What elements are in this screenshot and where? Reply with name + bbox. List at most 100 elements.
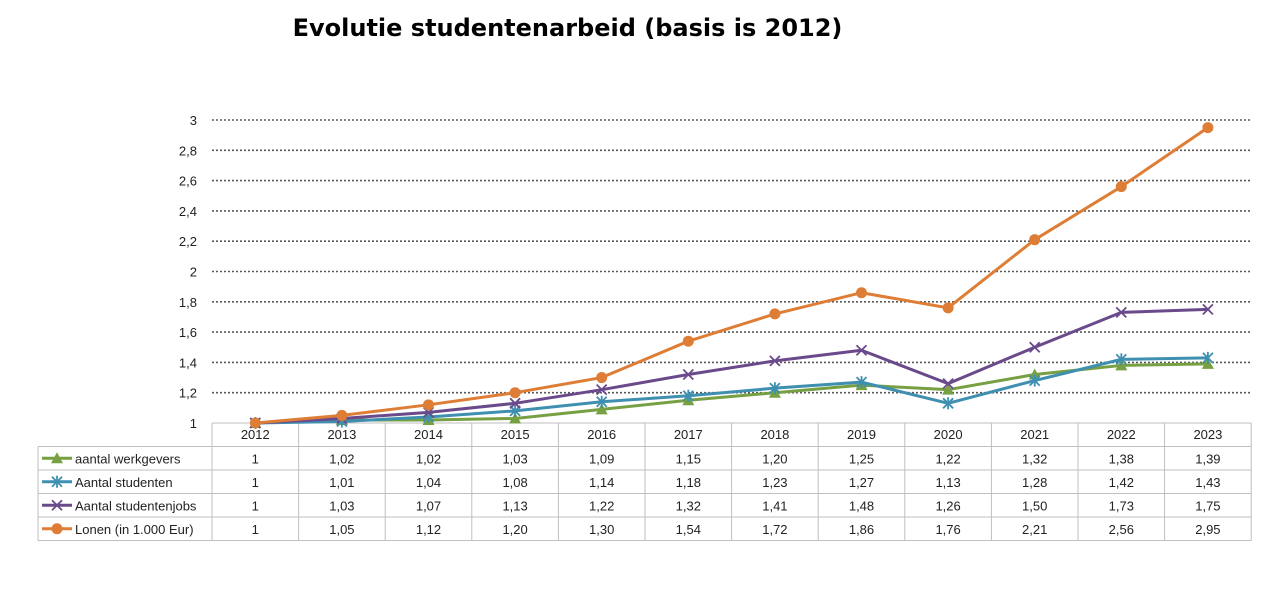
- series-line: [255, 126, 1209, 425]
- data-label: 1,41: [762, 498, 787, 513]
- data-point-marker: [1029, 374, 1041, 387]
- data-label: 1,20: [502, 522, 527, 537]
- data-point-marker: [856, 287, 867, 299]
- data-label: 1,25: [849, 451, 874, 466]
- data-label: 1,48: [849, 498, 874, 513]
- data-label: 1: [252, 522, 259, 537]
- data-label: 1,05: [329, 522, 354, 537]
- data-point-marker: [1115, 181, 1127, 193]
- legend-label: Lonen (in 1.000 Eur): [75, 522, 194, 537]
- data-point-marker: [509, 412, 522, 424]
- data-point-marker: [1202, 122, 1214, 134]
- data-point-marker: [595, 403, 608, 415]
- series-line: [255, 307, 1208, 425]
- data-label: 1: [252, 475, 259, 490]
- data-label: 1,28: [1022, 475, 1047, 490]
- data-point-marker: [1202, 303, 1214, 316]
- data-label: 1,02: [416, 451, 441, 466]
- data-label: 1,09: [589, 451, 614, 466]
- data-point-marker: [1029, 341, 1041, 353]
- data-point-marker: [51, 523, 63, 535]
- x-tick-label: 2019: [847, 427, 876, 442]
- data-point-marker: [769, 382, 781, 395]
- data-label: 1: [252, 451, 259, 466]
- data-label: 1,20: [762, 451, 787, 466]
- data-label: 1,32: [1022, 451, 1047, 466]
- data-label: 1,43: [1195, 475, 1220, 490]
- y-tick-label: 2,6: [179, 174, 197, 189]
- x-tick-label: 2014: [414, 427, 443, 442]
- x-tick-label: 2015: [501, 427, 530, 442]
- series-lonen-in-1-000-eur-: [249, 122, 1214, 429]
- data-label: 1,13: [935, 475, 960, 490]
- data-label: 2,56: [1109, 522, 1134, 537]
- data-label: 1,30: [589, 522, 614, 537]
- marker-stroke: [596, 384, 608, 396]
- data-point-marker: [1029, 234, 1041, 246]
- data-label: 1,08: [502, 475, 527, 490]
- x-tick-label: 2023: [1193, 427, 1222, 442]
- data-label: 1,02: [329, 451, 354, 466]
- data-label: 1,14: [589, 475, 614, 490]
- data-point-marker: [51, 452, 63, 464]
- marker-stroke: [1115, 306, 1127, 319]
- data-label: 1,76: [935, 522, 960, 537]
- data-label: 1,42: [1109, 475, 1134, 490]
- y-tick-label: 1,2: [179, 386, 197, 401]
- y-tick-label: 1,8: [179, 295, 197, 310]
- data-point-marker: [596, 395, 608, 408]
- marker-stroke: [942, 377, 954, 390]
- data-label: 1,32: [676, 498, 701, 513]
- legend-label: Aantal studenten: [75, 475, 173, 490]
- data-point-marker: [855, 376, 868, 389]
- data-point-marker: [596, 384, 608, 396]
- data-label: 1,22: [935, 451, 960, 466]
- data-point-marker: [509, 387, 521, 399]
- data-point-marker: [942, 397, 954, 410]
- data-label: 1,18: [676, 475, 701, 490]
- series-line: [255, 356, 1208, 425]
- marker-stroke: [769, 355, 781, 367]
- data-label: 1,50: [1022, 498, 1047, 513]
- x-tick-label: 2013: [327, 427, 356, 442]
- x-tick-label: 2020: [934, 427, 963, 442]
- y-tick-label: 1: [190, 416, 197, 431]
- data-point-marker: [769, 355, 781, 367]
- data-label: 1,03: [329, 498, 354, 513]
- y-axis-ticks: 1 1,2 1,4 1,6 1,8 2 2,2 2,4 2,6 2,8 3: [179, 113, 197, 431]
- y-tick-label: 1,6: [179, 325, 197, 340]
- data-label: 1,04: [416, 475, 441, 490]
- marker-stroke: [855, 344, 868, 356]
- data-label: 1,07: [416, 498, 441, 513]
- data-point-marker: [942, 302, 954, 314]
- data-point-marker: [249, 417, 261, 429]
- data-point-marker: [942, 383, 955, 395]
- data-label: 1,03: [502, 451, 527, 466]
- legend-label: Aantal studentenjobs: [75, 498, 197, 513]
- data-point-marker: [509, 397, 521, 409]
- legend-label: aantal werkgevers: [75, 451, 181, 466]
- data-label: 1,38: [1109, 451, 1134, 466]
- grid-lines: [212, 119, 1250, 394]
- series-aantal-studenten: [249, 351, 1214, 429]
- data-label: 1,54: [676, 522, 701, 537]
- y-tick-label: 2: [190, 265, 197, 280]
- data-label: 1: [252, 498, 259, 513]
- chart-title: Evolutie studentenarbeid (basis is 2012): [292, 14, 843, 42]
- data-point-marker: [1115, 353, 1127, 366]
- data-label: 1,26: [935, 498, 960, 513]
- data-table: 2012 2013 2014 2015 2016 2017 2018 2019 2020 2021…: [37, 422, 1252, 541]
- marker-stroke: [682, 368, 694, 381]
- data-label: 1,39: [1195, 451, 1220, 466]
- data-label: 1,22: [589, 498, 614, 513]
- data-point-marker: [942, 377, 954, 390]
- marker-stroke: [51, 499, 63, 511]
- data-point-marker: [336, 409, 348, 421]
- data-label: 1,01: [329, 475, 354, 490]
- series-lines: [249, 122, 1214, 429]
- y-tick-label: 2,8: [179, 143, 197, 158]
- data-point-marker: [682, 368, 694, 381]
- data-point-marker: [51, 475, 63, 488]
- y-tick-label: 3: [190, 113, 197, 128]
